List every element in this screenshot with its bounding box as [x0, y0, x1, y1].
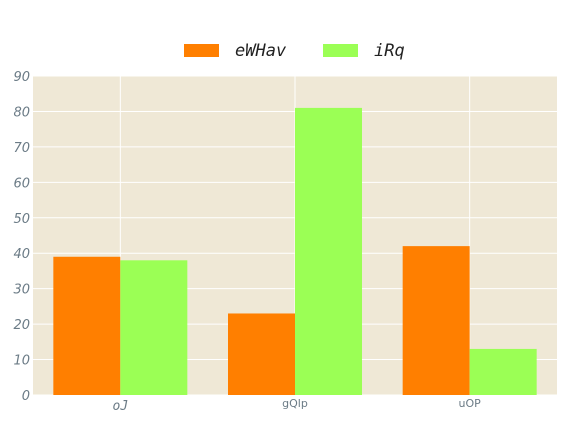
y-tick-label: 80	[13, 105, 30, 120]
legend-label-eWHav: eWHav	[235, 41, 287, 61]
y-tick-label: 0	[22, 389, 30, 404]
bar-eWHav-uOP	[402, 246, 470, 395]
y-tick-label: 40	[13, 247, 30, 262]
legend: eWHav iRq	[184, 41, 405, 61]
y-tick-label: 10	[13, 354, 30, 369]
x-axis: oJ gQlp uOP	[113, 397, 482, 414]
bars	[53, 107, 537, 396]
y-tick-label: 90	[13, 70, 30, 85]
y-tick-label: 20	[13, 318, 30, 333]
y-tick-label: 30	[13, 283, 30, 298]
legend-label-iRq: iRq	[374, 41, 405, 61]
bar-iRq-uOP	[469, 348, 537, 395]
y-tick-label: 60	[13, 176, 30, 191]
x-tick-label: gQlp	[282, 397, 308, 410]
legend-swatch-eWHav	[184, 44, 219, 57]
bar-eWHav-oJ	[53, 256, 121, 395]
x-tick-label: uOP	[459, 397, 482, 410]
x-tick-label: oJ	[113, 399, 129, 414]
y-tick-label: 50	[13, 212, 30, 227]
y-axis: 0 10 20 30 40 50 60 70 80 90	[13, 70, 30, 404]
bar-iRq-gQlp	[295, 107, 362, 396]
bar-eWHav-gQlp	[228, 313, 295, 395]
bar-iRq-oJ	[120, 260, 188, 395]
legend-swatch-iRq	[323, 44, 358, 57]
y-tick-label: 70	[13, 141, 30, 156]
